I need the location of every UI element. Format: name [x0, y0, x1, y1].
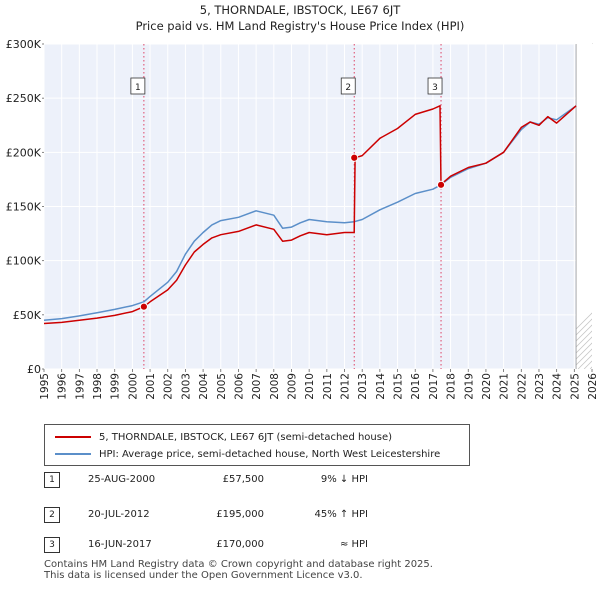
- sale-label-box: [130, 77, 146, 95]
- legend-property-label: 5, THORNDALE, IBSTOCK, LE67 6JT (semi-de…: [99, 431, 393, 443]
- sale-date: 25-AUG-2000: [88, 474, 156, 485]
- hatch-lines: [576, 39, 600, 369]
- x-tick-label: 2019: [463, 373, 475, 400]
- x-tick-label: 2015: [393, 373, 405, 400]
- footer-line-1: Contains HM Land Registry data © Crown c…: [44, 559, 433, 570]
- x-tick-label: 2021: [499, 373, 511, 400]
- x-tick-label: 2024: [552, 373, 564, 400]
- x-tick-label: 2014: [375, 373, 387, 400]
- chart-subtitle: Price paid vs. HM Land Registry's House …: [136, 19, 465, 33]
- sale-label-box: [340, 77, 356, 95]
- x-tick-label: 2009: [286, 373, 298, 400]
- y-tick-label: £100K: [6, 255, 42, 268]
- x-tick-label: 2001: [145, 373, 157, 400]
- sale-number: 2: [44, 507, 60, 523]
- y-tick-label: £250K: [6, 92, 42, 105]
- legend-property-swatch: [55, 436, 91, 438]
- sale-point: [436, 180, 446, 189]
- x-tick-label: 2026: [587, 373, 599, 400]
- x-tick-label: 2011: [322, 373, 334, 400]
- sale-label-box: [427, 77, 443, 95]
- forecast-region: [576, 44, 592, 369]
- x-tick-label: 1998: [92, 373, 104, 400]
- x-tick-label: 2005: [216, 373, 228, 400]
- hatch-line: [596, 39, 600, 369]
- price-chart: 5, THORNDALE, IBSTOCK, LE67 6JT Price pa…: [6, 3, 600, 400]
- sale-point: [139, 302, 148, 311]
- y-tick-label: £0: [27, 363, 41, 376]
- legend-item-hpi: HPI: Average price, semi-detached house,…: [55, 446, 440, 462]
- y-tick-label: £50K: [13, 309, 42, 322]
- x-tick-label: 2010: [304, 373, 316, 400]
- x-tick-label: 2000: [127, 373, 139, 400]
- x-tick-label: 1997: [74, 373, 86, 400]
- x-tick-label: 2022: [516, 373, 528, 400]
- chart-title: 5, THORNDALE, IBSTOCK, LE67 6JT: [200, 3, 401, 17]
- x-tick-label: 2003: [180, 373, 192, 400]
- sale-hpi-relation: 9% ↓ HPI: [320, 474, 368, 485]
- x-tick-label: 2020: [481, 373, 493, 400]
- table-row: 1 25-AUG-2000 £57,500 9% ↓ HPI: [44, 472, 404, 490]
- sale-hpi-relation: 45% ↑ HPI: [314, 509, 368, 520]
- x-tick-label: 2013: [357, 373, 369, 400]
- sale-hpi-relation: ≈ HPI: [339, 539, 368, 550]
- hatch-line: [576, 312, 593, 330]
- footer-line-2: This data is licensed under the Open Gov…: [44, 570, 363, 581]
- x-tick-label: 1996: [57, 373, 69, 400]
- sale-date: 20-JUL-2012: [88, 509, 150, 520]
- sale-label-number: 2: [345, 83, 351, 93]
- x-tick-label: 2012: [340, 373, 352, 400]
- property-price-line: [43, 105, 577, 325]
- x-tick-label: 2025: [569, 373, 581, 400]
- sale-price: £195,000: [216, 509, 264, 520]
- sale-price: £57,500: [222, 474, 264, 485]
- x-tick-label: 2008: [269, 373, 281, 400]
- x-tick-label: 2002: [163, 373, 175, 400]
- sale-label-number: 3: [432, 83, 438, 93]
- legend: 5, THORNDALE, IBSTOCK, LE67 6JT (semi-de…: [44, 424, 470, 466]
- x-tick-label: 2017: [428, 373, 440, 400]
- legend-item-property: 5, THORNDALE, IBSTOCK, LE67 6JT (semi-de…: [55, 429, 392, 445]
- sale-date: 16-JUN-2017: [88, 539, 152, 550]
- y-tick-label: £300K: [6, 38, 42, 51]
- x-tick-label: 2023: [534, 373, 546, 400]
- x-tick-label: 2006: [233, 373, 245, 400]
- x-tick-label: 2007: [251, 373, 263, 400]
- sale-number: 3: [44, 537, 60, 553]
- sale-number: 1: [44, 472, 60, 488]
- sale-price: £170,000: [216, 539, 264, 550]
- table-row: 3 16-JUN-2017 £170,000 ≈ HPI: [44, 537, 404, 555]
- y-tick-label: £200K: [6, 146, 42, 159]
- legend-hpi-swatch: [55, 453, 91, 455]
- footer-attribution: Contains HM Land Registry data © Crown c…: [44, 559, 433, 581]
- y-tick-label: £150K: [6, 201, 42, 214]
- table-row: 2 20-JUL-2012 £195,000 45% ↑ HPI: [44, 507, 404, 525]
- x-tick-label: 1999: [110, 373, 122, 400]
- x-tick-label: 2004: [198, 373, 210, 400]
- sale-label-number: 1: [135, 83, 141, 93]
- sale-point: [350, 153, 359, 162]
- x-tick-label: 2018: [446, 373, 458, 400]
- x-tick-label: 2016: [410, 373, 422, 400]
- legend-hpi-label: HPI: Average price, semi-detached house,…: [99, 448, 441, 460]
- x-tick-label: 1995: [39, 373, 51, 400]
